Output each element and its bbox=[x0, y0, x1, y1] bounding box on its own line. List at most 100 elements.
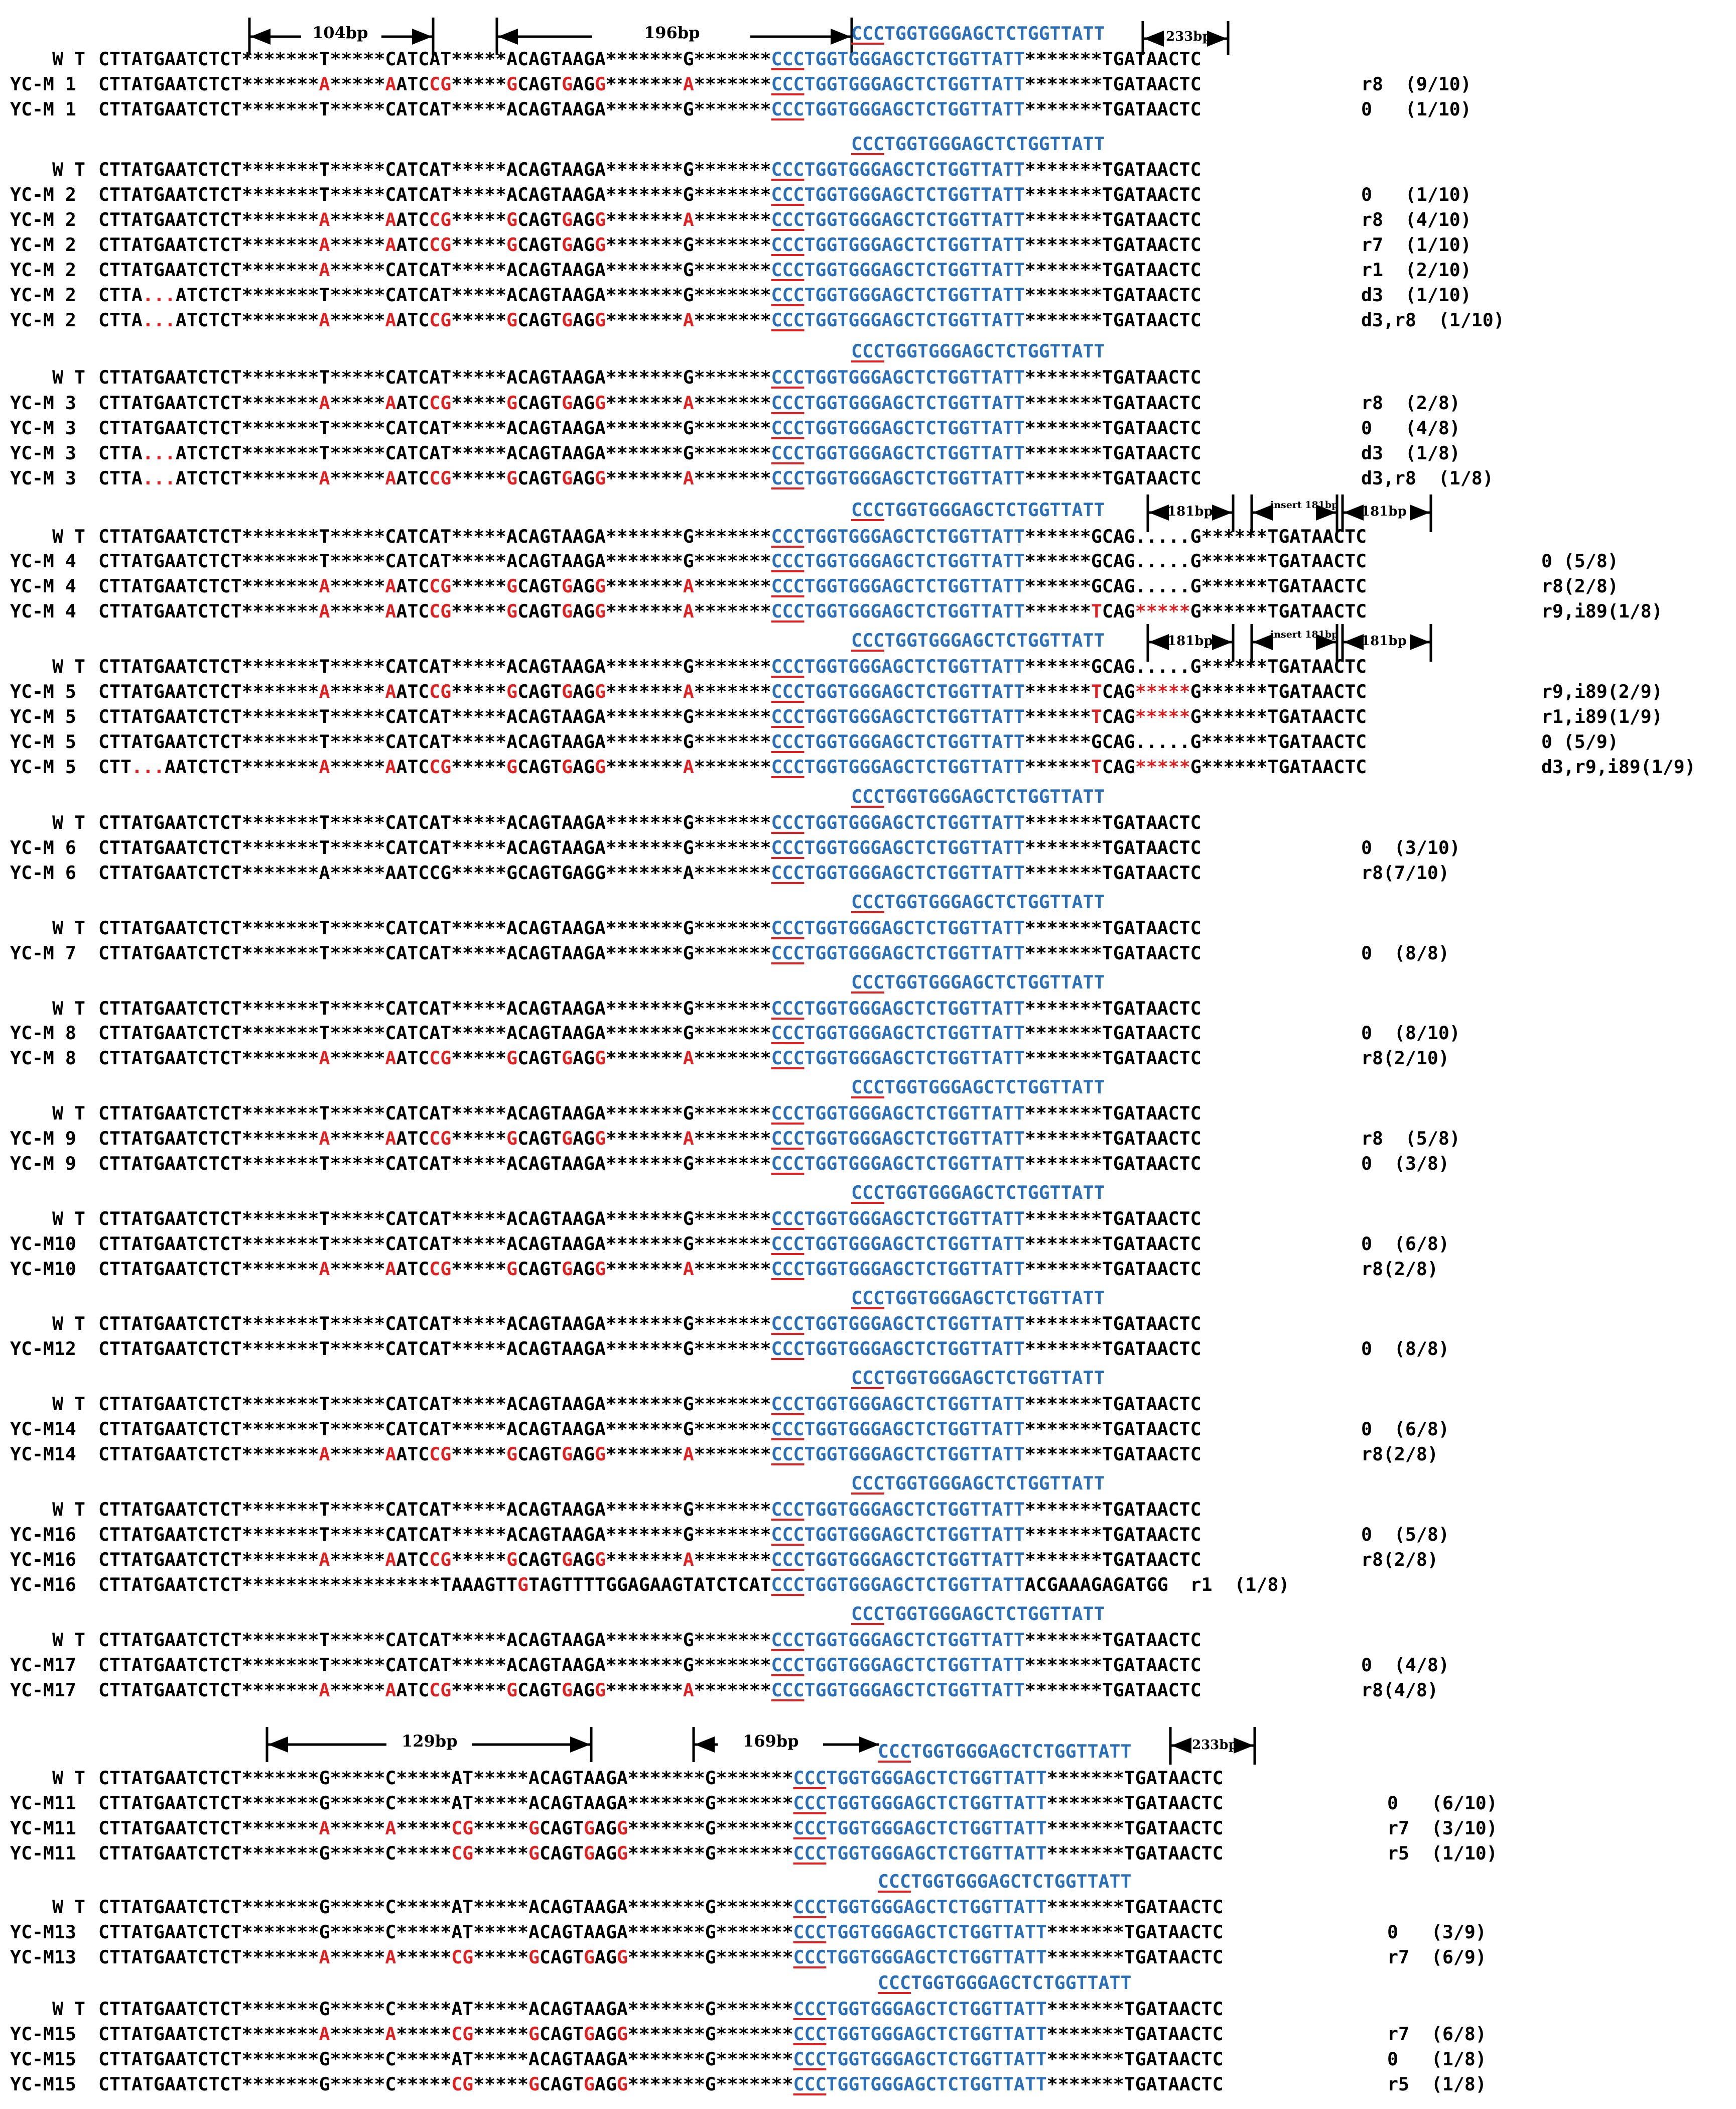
aligned-sequence: CTTATGAATCTCT*******G*****C*****CG*****G… bbox=[98, 1841, 1224, 1866]
mutant-row: YC-M 7 CTTATGAATCTCT*******T*****CATCAT**… bbox=[0, 941, 1736, 966]
aligned-sequence: CTTATGAATCTCT*******T*****CATCAT*****ACA… bbox=[98, 47, 1201, 72]
sgrna-guide-row: CCCTGGTGGGAGCTCTGGTTATT bbox=[0, 1471, 1736, 1496]
mutation-segment: A bbox=[319, 756, 330, 778]
aligned-sequence: CTTATGAATCTCT*******G*****C*****AT*****A… bbox=[98, 1791, 1223, 1816]
guide-segment: TGGTGGGAGCTCTGGTTATT bbox=[804, 681, 1025, 702]
guide-segment: TGGTGGGAGCTCTGGTTATT bbox=[826, 2073, 1047, 2095]
sample-label: W T bbox=[52, 1208, 85, 1229]
mutation-segment: CG bbox=[429, 1258, 452, 1280]
sequence-segment: ***** bbox=[330, 1946, 385, 1968]
sequence-segment: CAGT bbox=[517, 1679, 562, 1701]
sequence-segment: ******* bbox=[694, 209, 771, 230]
mutation-segment: G bbox=[528, 2023, 540, 2045]
guide-segment: TGGTGGGAGCTCTGGTTATT bbox=[804, 284, 1025, 306]
guide-segment: CCC bbox=[771, 681, 805, 702]
sgrna-sequence: CCCTGGTGGGAGCTCTGGTTATT bbox=[851, 339, 1105, 364]
pam-segment: CCC bbox=[878, 1972, 911, 1994]
sequence-segment: AG bbox=[594, 1946, 617, 1968]
sequence-segment: CTTATGAATCTCT******* bbox=[98, 259, 319, 281]
sgrna-guide-row: CCCTGGTGGGAGCTCTGGTTATT bbox=[0, 339, 1736, 364]
aligned-sequence: CTTATGAATCTCT*******T*****CATCAT*****ACA… bbox=[98, 365, 1201, 390]
sequence-segment: AG bbox=[572, 1679, 595, 1701]
mutant-row: YC-M 2 CTTATGAATCTCT*******A*****AATCCG**… bbox=[0, 207, 1736, 232]
sample-label: YC-M 8 bbox=[10, 1047, 76, 1069]
guide-segment: TGGTGGGAGCTCTGGTTATT bbox=[804, 1128, 1025, 1149]
sequence-segment: AG bbox=[572, 209, 595, 230]
sequence-segment: ***** bbox=[330, 1679, 385, 1701]
mutation-segment: CG bbox=[429, 756, 452, 778]
mutation-segment: G bbox=[506, 1258, 518, 1280]
sequence-segment: CTTA bbox=[98, 309, 143, 331]
sequence-segment: CTTA bbox=[98, 467, 143, 489]
sequence-segment: CTTATGAATCTCT******* bbox=[98, 1817, 319, 1839]
mutation-segment: G bbox=[562, 600, 573, 622]
mutation-frequency: d3 (1/8) bbox=[1361, 442, 1460, 464]
sequence-segment: CAGT bbox=[517, 209, 562, 230]
guide-segment: TGGTGGGAGCTCTGGTTATT bbox=[884, 630, 1105, 651]
mutation-segment: CG bbox=[429, 209, 452, 230]
mutation-segment: A bbox=[385, 575, 396, 597]
sequence-segment: CTTATGAATCTCT*******T*****CATCAT*****ACA… bbox=[98, 942, 771, 964]
sequence-segment: ******* bbox=[694, 1443, 771, 1465]
sequence-segment: G******TGATAACTC bbox=[1190, 706, 1367, 727]
mutation-frequency: r8(2/10) bbox=[1361, 1047, 1449, 1069]
sequence-segment: CTTATGAATCTCT******* bbox=[98, 209, 319, 230]
guide-segment: CCC bbox=[793, 1896, 827, 1918]
sequence-segment: *******TGATAACTC bbox=[1024, 1629, 1201, 1651]
sequence-segment: CTTATGAATCTCT*******T*****CATCAT*****ACA… bbox=[98, 526, 771, 547]
pam-segment: CCC bbox=[851, 630, 884, 651]
mutation-segment: G bbox=[506, 73, 518, 95]
sequence-segment: CTTATGAATCTCT*******T*****CATCAT*****ACA… bbox=[98, 1153, 771, 1174]
sample-label: W T bbox=[52, 1767, 85, 1789]
sequence-segment: *******G******* bbox=[627, 1817, 793, 1839]
sequence-segment: ***** bbox=[451, 209, 507, 230]
mutation-segment: A bbox=[683, 681, 694, 702]
sequence-segment: *******TGATAACTC bbox=[1025, 1443, 1201, 1465]
sgrna-sequence: CCCTGGTGGGAGCTCTGGTTATT bbox=[878, 1869, 1131, 1894]
sequence-segment: ***** bbox=[473, 2023, 529, 2045]
sequence-segment: CAGT bbox=[540, 1817, 584, 1839]
sample-label: YC-M 2 bbox=[10, 234, 76, 256]
mutation-segment: A bbox=[385, 1443, 396, 1465]
sequence-segment: ******* bbox=[605, 73, 683, 95]
mutant-row: YC-M 3 CTTA...ATCTCT*******A*****AATCCG**… bbox=[0, 466, 1736, 491]
sgrna-guide-row: CCCTGGTGGGAGCTCTGGTTATT bbox=[0, 1601, 1736, 1627]
mutation-segment: ***** bbox=[1135, 681, 1190, 702]
sample-label: W T bbox=[52, 1896, 85, 1918]
sample-label: YC-M 5 bbox=[10, 706, 76, 727]
guide-segment: TGGTGGGAGCTCTGGTTATT bbox=[804, 706, 1025, 727]
guide-segment: CCC bbox=[793, 1998, 827, 2020]
mutation-frequency: 0 (3/9) bbox=[1387, 1921, 1487, 1943]
sequence-segment: ***** bbox=[330, 1817, 385, 1839]
sequence-segment: *******TGATAACTC bbox=[1025, 209, 1201, 230]
sequence-segment: CTTATGAATCTCT*******T*****CATCAT*****ACA… bbox=[98, 184, 771, 205]
mutation-segment: G bbox=[594, 600, 606, 622]
guide-segment: CCC bbox=[793, 1946, 827, 1968]
sequence-segment: *******TGATAACTC bbox=[1024, 1393, 1201, 1415]
sgrna-sequence: CCCTGGTGGGAGCTCTGGTTATT bbox=[878, 1739, 1131, 1764]
mutation-segment: A bbox=[385, 1258, 396, 1280]
guide-segment: CCC bbox=[771, 1102, 805, 1124]
guide-segment: CCC bbox=[771, 392, 805, 414]
sgrna-guide-row: CCCTGGTGGGAGCTCTGGTTATT bbox=[0, 1869, 1736, 1894]
sequence-segment: AATCTCT******* bbox=[164, 756, 319, 778]
sequence-segment: AG bbox=[594, 1842, 617, 1864]
sample-label: YC-M 4 bbox=[10, 575, 76, 597]
guide-segment: TGGTGGGAGCTCTGGTTATT bbox=[884, 891, 1105, 913]
wildtype-row: W T CTTATGAATCTCT*******T*****CATCAT*****… bbox=[0, 1206, 1736, 1231]
aligned-sequence: CTTATGAATCTCT*******T*****CATCAT*****ACA… bbox=[98, 416, 1201, 441]
mutation-segment: T bbox=[1091, 756, 1102, 778]
mutation-frequency: r8(7/10) bbox=[1361, 862, 1449, 884]
sequence-segment: *******TGATAACTC bbox=[1025, 1679, 1201, 1701]
aligned-sequence: CTTATGAATCTCT*******T*****CATCAT*****ACA… bbox=[98, 729, 1367, 755]
sequence-segment: *******TGATAACTC bbox=[1024, 284, 1201, 306]
sequence-segment: CAGT bbox=[517, 309, 562, 331]
aligned-sequence: CTTATGAATCTCT*******A*****AATCCG*****GCA… bbox=[98, 679, 1367, 704]
distance-label-104bp: 104bp bbox=[312, 23, 368, 42]
sequence-segment: CTTATGAATCTCT*******T*****CATCAT*****ACA… bbox=[98, 366, 771, 388]
guide-segment: CCC bbox=[771, 1153, 805, 1174]
sequence-segment: CTTATGAATCTCT*******T*****CATCAT*****ACA… bbox=[98, 550, 771, 572]
aligned-sequence: CTTATGAATCTCT*******A*****AATCCG*****GCA… bbox=[98, 207, 1201, 232]
mutation-segment: A bbox=[319, 1946, 330, 1968]
